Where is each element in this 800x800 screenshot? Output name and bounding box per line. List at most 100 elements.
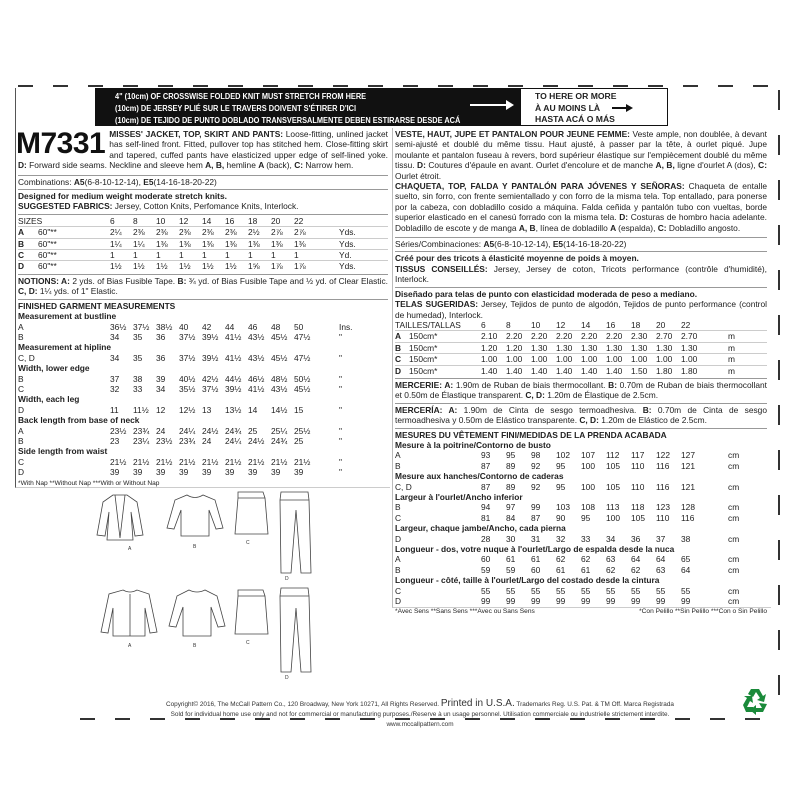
measurement-value: 39 [133,467,143,478]
view-label: D [18,404,25,415]
measurement-section-title: Largeur à l'ourlet/Ancho inferior [395,492,523,502]
text: 1.90m de Ruban de biais thermocollant. [455,379,609,390]
text: Ourlet étroit. [395,170,442,181]
bold-text: A [610,222,619,233]
measurement-section-title: Width, lower edge [18,363,90,374]
notions-spanish: MERCERÍA: A: 1.90m de Cinta de sesgo ter… [395,402,767,426]
left-panel-frame [15,128,390,488]
bold-text: MERCERÍA: A: [395,404,464,415]
website-link[interactable]: www.mccallpattern.com [386,721,454,728]
view-label: D [18,467,25,478]
measurement-section-title: Width, each leg [18,394,80,405]
yardage-value: 2⅜ [179,227,191,238]
yardage-value: 2⅞ [294,227,306,238]
text: (14-16-18-20-22) [563,239,627,250]
fabric-width: 150cm* [409,354,438,365]
table-row: D 11 11½ 12 12½ 13 13½ 14 14½ 15 " [18,405,388,415]
table-row: C 60"** 1 1 1 1 1 1 1 1 1 Yd. [18,249,388,260]
measurement-value: 48 [271,321,281,332]
measurement-value: 92 [531,481,541,492]
bold-text: E5 [143,176,154,187]
table-row: D 39 39 39 39 39 39 39 39 39 " [18,467,388,477]
measurement-value: 55 [481,585,491,596]
target-line: HASTA ACÁ O MÁS [535,114,615,124]
table-row: B 150cm* 1.20 1.20 1.30 1.30 1.30 1.30 1.30 1.30 1… [395,341,767,353]
measurement-value: 38 [681,533,691,544]
measurement-value: 40 [179,321,189,332]
yardage-value: 1½ [202,261,214,272]
banner-line: 4" (10cm) OF CROSSWISE FOLDED KNIT MUST … [115,91,367,101]
measurement-value: 23¾ [179,435,196,446]
fabric-weight-note: Designed for medium weight moderate stre… [18,189,388,201]
figure-label: B [193,544,197,550]
bold-text: A5 [483,239,495,250]
column-header: 6 [481,319,486,330]
measurement-value: 24¾ [225,425,242,436]
measurement-value: 42 [202,321,212,332]
measurement-section-title: Measurement at bustline [18,311,117,322]
yardage-value: 1½ [110,261,122,272]
yardage-value: 1¼ [133,238,145,249]
yardage-value: 1 [179,250,184,261]
yardage-value: 1½ [156,261,168,272]
text: Forward side seams. Neckline and sleeve … [29,160,206,171]
measurement-value: 45½ [271,331,288,342]
text: (espalda), [618,222,658,233]
size-combinations: Combinations: A5(6-8-10-12-14), E5(14-16… [18,174,388,187]
table-row: A 23½ 23¾ 24 24¼ 24½ 24¾ 25 25¼ 25½ " [18,426,388,436]
measurement-value: 61 [506,554,516,565]
measurement-value: 55 [506,585,516,596]
yardage-value: 2⅜ [156,227,168,238]
measurement-value: 99 [581,596,591,607]
text: Chaqueta de entalle suelto, sin forro, c… [395,181,767,223]
measurement-value: 33 [133,383,143,394]
measurement-value: 37½ [133,321,150,332]
jacket-a-front-illustration [96,494,144,541]
suggested-fabrics-spanish: TELAS SUGERIDAS: Jersey, Tejidos de punt… [395,299,767,320]
measurement-value: 105 [606,481,620,492]
measurement-value: 35½ [179,383,196,394]
yardage-value: 2.20 [531,331,548,342]
measurements-title: FINISHED GARMENT MEASUREMENTS [18,298,388,311]
measurement-value: 36½ [110,321,127,332]
measurement-value: 32 [556,533,566,544]
measurement-value: 64 [631,554,641,565]
yardage-value: 2⅜ [225,227,237,238]
yardage-value: 1.40 [606,365,623,376]
unit: cm [728,460,740,471]
measurement-value: 36 [156,352,166,363]
measurement-value: 34 [110,352,120,363]
bold-text: D: [417,160,429,171]
measurement-value: 50 [294,321,304,332]
column-header [317,216,388,226]
notions: NOTIONS: A: 2 yds. of Bias Fusible Tape.… [18,273,388,297]
text: Jersey, Cotton Knits, Perfomance Knits, … [114,201,299,212]
measurement-value: 28 [481,533,491,544]
target-line: À AU MOINS LÀ [535,102,601,113]
unit: Yd. [339,250,352,261]
measurement-value: 34 [110,331,120,342]
measurement-value: 128 [681,502,695,513]
measurement-value: 89 [506,481,516,492]
measurement-value: 39 [110,467,120,478]
measurement-value: 59 [506,564,516,575]
measurement-value: 116 [656,481,670,492]
trademarks: Trademarks Reg. U.S. Pat. & TM Off. Marc… [516,701,674,708]
measurement-value: 100 [581,460,595,471]
yardage-value: 1⅜ [179,238,191,249]
measurement-value: 95 [581,512,591,523]
text: Costuras de hombro hacia adelante. Dobla… [395,212,767,233]
measurement-value: 64 [681,564,691,575]
unit: " [339,404,342,415]
measurement-value: 90 [556,512,566,523]
yardage-value: 1.30 [656,342,673,353]
measurement-value: 112 [606,450,620,461]
column-header: 12 [556,319,566,330]
measurement-value: 13 [202,404,212,415]
measurement-value: 13½ [225,404,242,415]
bold-text: A, B, [655,160,678,171]
yardage-value: 1 [248,250,253,261]
table-row: C 81 84 87 90 95 100 105 110 116 cm [395,513,767,523]
yardage-value: 2.70 [681,331,698,342]
view-label: C, D [18,352,35,363]
